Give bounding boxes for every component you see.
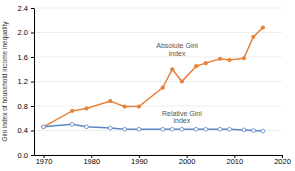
chart: 1970 1980 1990 2000 2010 2020 0.0 0.4 0.8 1.2 1.6 2… <box>0 0 295 171</box>
annotation: Relative Giniindex <box>162 110 202 125</box>
series <box>42 122 265 133</box>
point <box>41 125 45 129</box>
tick-label: 0.0 <box>18 151 28 160</box>
y-tick: 1.6 <box>18 53 34 62</box>
point <box>84 106 88 110</box>
tick-mark <box>31 131 34 132</box>
y-tick: 0.4 <box>18 126 34 135</box>
point <box>242 56 246 60</box>
point <box>108 126 112 130</box>
tick-mark <box>31 155 34 156</box>
point <box>137 127 141 131</box>
annotation-line: index <box>169 50 186 57</box>
point <box>261 26 265 30</box>
y-tick: 0.0 <box>18 151 34 160</box>
point <box>204 61 208 65</box>
grid-line <box>34 106 282 107</box>
x-tick: 2000 <box>179 155 196 166</box>
tick-label: 2010 <box>226 157 243 166</box>
plot-area <box>41 26 265 134</box>
tick-mark <box>31 8 34 9</box>
series <box>41 26 265 129</box>
tick-label: 1.6 <box>18 53 28 62</box>
tick-mark <box>31 106 34 107</box>
point <box>123 127 127 131</box>
point <box>228 127 232 131</box>
axis-line <box>35 155 283 156</box>
axis-line <box>34 9 35 156</box>
tick-label: 2020 <box>274 157 291 166</box>
y-tick: 0.8 <box>18 102 34 111</box>
point <box>261 129 265 133</box>
x-tick: 1990 <box>131 155 148 166</box>
annotation-line: index <box>173 117 190 124</box>
tick-label: 1980 <box>83 157 100 166</box>
point <box>194 127 198 131</box>
point <box>85 125 89 129</box>
tick-label: 1.2 <box>18 77 28 86</box>
point <box>42 125 46 129</box>
point <box>180 79 184 83</box>
series-line <box>44 28 263 127</box>
tick-label: 0.8 <box>18 102 28 111</box>
annotation: Absolute Giniindex <box>156 42 198 57</box>
point <box>161 127 165 131</box>
tick-mark <box>31 82 34 83</box>
point <box>194 64 198 68</box>
x-tick: 2010 <box>226 155 243 166</box>
tick-mark <box>31 57 34 58</box>
point <box>180 127 184 131</box>
point <box>123 105 127 109</box>
grid-line <box>34 81 282 82</box>
grid-line <box>34 32 282 33</box>
tick-label: 1970 <box>36 157 53 166</box>
point <box>170 67 174 71</box>
point <box>204 127 208 131</box>
tick-label: 2.0 <box>18 28 28 37</box>
y-tick: 2.4 <box>18 4 34 13</box>
point <box>218 57 222 61</box>
grid <box>34 8 282 155</box>
tick-label: 2.4 <box>18 4 28 13</box>
y-tick: 1.2 <box>18 77 34 86</box>
point <box>251 129 255 133</box>
tick-label: 2000 <box>179 157 196 166</box>
x-tick: 1980 <box>83 155 100 166</box>
point <box>161 86 165 90</box>
point <box>251 35 255 39</box>
tick-label: 1990 <box>131 157 148 166</box>
grid-line <box>34 155 282 156</box>
point <box>70 109 74 113</box>
annotation-line: Absolute Gini <box>156 42 198 49</box>
point <box>137 105 141 109</box>
x-axis: 1970 1980 1990 2000 2010 2020 <box>35 155 291 166</box>
y-tick: 2.0 <box>18 28 34 37</box>
point <box>70 122 74 126</box>
x-tick: 2020 <box>274 155 291 166</box>
x-tick: 1970 <box>36 155 53 166</box>
series-line <box>44 124 263 131</box>
y-axis-title: Gini index of household income inequalit… <box>1 21 9 142</box>
tick-label: 0.4 <box>18 126 28 135</box>
point <box>108 99 112 103</box>
annotation-line: Relative Gini <box>162 110 202 117</box>
point <box>218 127 222 131</box>
grid-line <box>34 8 282 9</box>
point <box>242 128 246 132</box>
tick-mark <box>31 33 34 34</box>
y-axis: 0.0 0.4 0.8 1.2 1.6 2.0 2.4 <box>18 4 35 160</box>
point <box>170 127 174 131</box>
point <box>227 58 231 62</box>
